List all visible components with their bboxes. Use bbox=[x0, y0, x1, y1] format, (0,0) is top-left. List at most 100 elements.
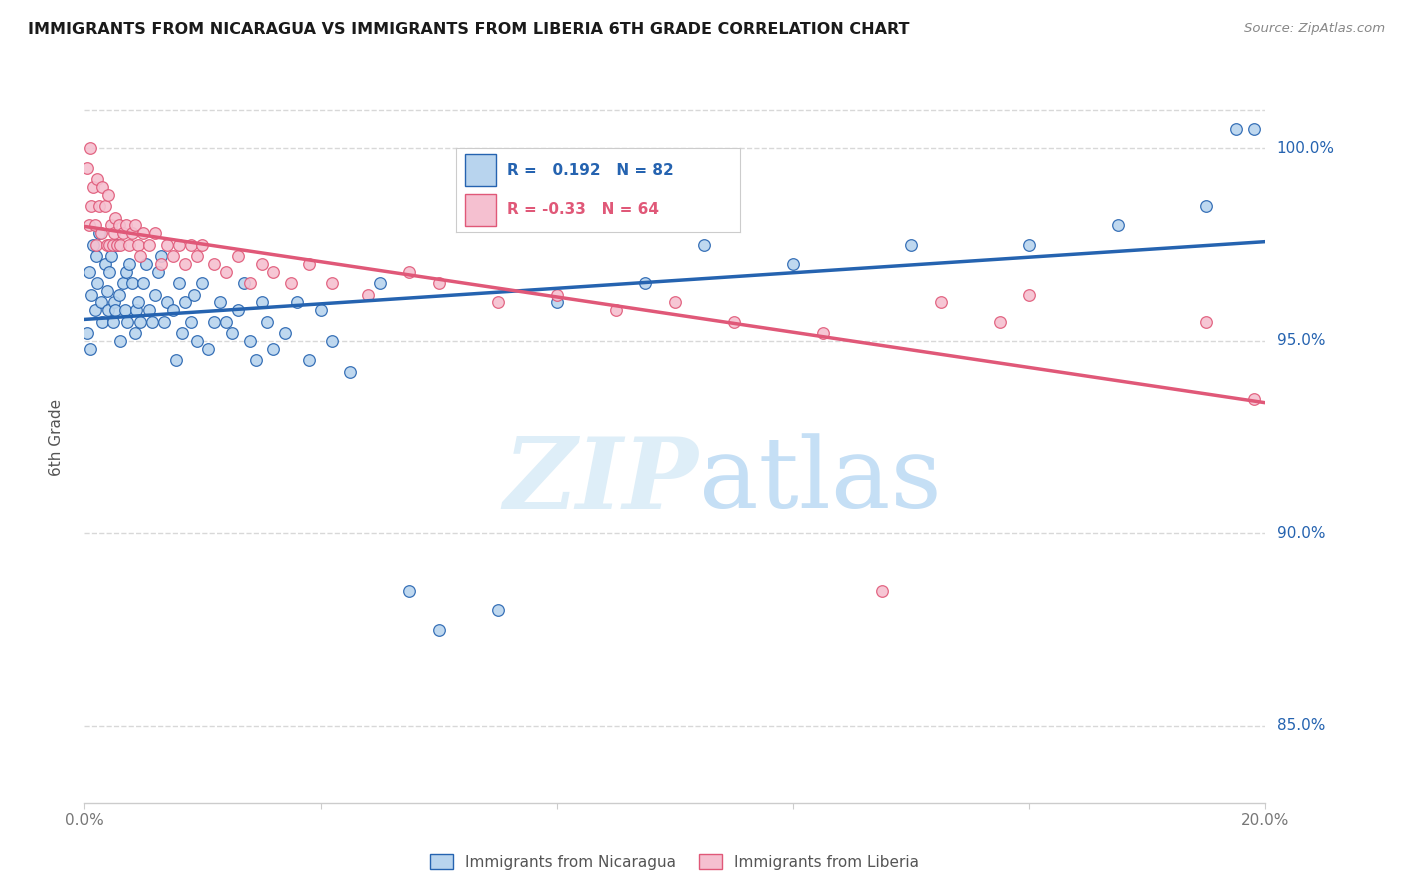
Point bbox=[115, 315, 138, 329]
Point bbox=[197, 342, 219, 356]
Point bbox=[107, 287, 129, 301]
Text: atlas: atlas bbox=[699, 434, 941, 529]
Point bbox=[98, 264, 121, 278]
Point bbox=[167, 237, 190, 252]
Point bbox=[250, 295, 273, 310]
Point bbox=[1195, 315, 1218, 329]
Point bbox=[86, 172, 108, 186]
Point bbox=[105, 237, 128, 252]
Point bbox=[96, 284, 118, 298]
Point bbox=[221, 326, 243, 340]
Point bbox=[127, 237, 149, 252]
Point bbox=[280, 276, 302, 290]
Point bbox=[183, 287, 205, 301]
Point bbox=[239, 334, 262, 348]
Point bbox=[274, 326, 297, 340]
Point bbox=[94, 199, 117, 213]
Point bbox=[150, 249, 173, 263]
Point bbox=[143, 226, 166, 240]
Point bbox=[84, 219, 107, 233]
Point bbox=[121, 226, 143, 240]
Point bbox=[1195, 199, 1218, 213]
Point bbox=[321, 334, 343, 348]
Point bbox=[173, 295, 195, 310]
Point bbox=[101, 237, 124, 252]
Point bbox=[368, 276, 391, 290]
Point bbox=[605, 303, 627, 318]
Point bbox=[121, 276, 143, 290]
Point bbox=[100, 219, 122, 233]
Point bbox=[209, 295, 232, 310]
Point bbox=[664, 295, 686, 310]
Point bbox=[79, 141, 101, 155]
Point bbox=[125, 303, 148, 318]
Point bbox=[143, 287, 166, 301]
Point bbox=[87, 226, 111, 240]
Point bbox=[546, 295, 568, 310]
Point bbox=[87, 199, 111, 213]
Point bbox=[124, 326, 146, 340]
Point bbox=[191, 276, 214, 290]
Point bbox=[124, 219, 146, 233]
Point bbox=[114, 303, 136, 318]
Point bbox=[97, 303, 120, 318]
Text: ZIP: ZIP bbox=[503, 433, 699, 529]
Point bbox=[165, 353, 187, 368]
Point bbox=[239, 276, 262, 290]
Point bbox=[427, 623, 450, 637]
Point bbox=[1225, 122, 1247, 136]
Text: IMMIGRANTS FROM NICARAGUA VS IMMIGRANTS FROM LIBERIA 6TH GRADE CORRELATION CHART: IMMIGRANTS FROM NICARAGUA VS IMMIGRANTS … bbox=[28, 22, 910, 37]
Point bbox=[98, 237, 121, 252]
Point bbox=[167, 276, 190, 290]
Point bbox=[546, 287, 568, 301]
Point bbox=[79, 342, 101, 356]
Point bbox=[180, 237, 202, 252]
Legend: Immigrants from Nicaragua, Immigrants from Liberia: Immigrants from Nicaragua, Immigrants fr… bbox=[425, 847, 925, 876]
Point bbox=[94, 257, 117, 271]
Point bbox=[90, 226, 112, 240]
Point bbox=[634, 276, 657, 290]
Point bbox=[86, 276, 108, 290]
Point bbox=[100, 249, 122, 263]
Point bbox=[129, 249, 152, 263]
Point bbox=[298, 353, 321, 368]
Point bbox=[103, 226, 125, 240]
Point bbox=[186, 249, 208, 263]
Point bbox=[202, 315, 225, 329]
Point bbox=[77, 219, 100, 233]
Point bbox=[80, 199, 103, 213]
Point bbox=[90, 295, 112, 310]
Point bbox=[118, 257, 141, 271]
Text: 85.0%: 85.0% bbox=[1277, 718, 1324, 733]
Point bbox=[226, 249, 249, 263]
Point bbox=[262, 264, 284, 278]
Text: 100.0%: 100.0% bbox=[1277, 141, 1334, 156]
Point bbox=[215, 315, 238, 329]
Point bbox=[105, 237, 128, 252]
Point bbox=[91, 315, 114, 329]
Point bbox=[486, 295, 509, 310]
Point bbox=[226, 303, 249, 318]
Point bbox=[693, 237, 716, 252]
Point bbox=[84, 237, 107, 252]
Point bbox=[1018, 237, 1040, 252]
Point bbox=[870, 584, 893, 599]
Point bbox=[900, 237, 922, 252]
Point bbox=[486, 603, 509, 617]
Point bbox=[91, 179, 114, 194]
Point bbox=[97, 187, 120, 202]
Point bbox=[132, 276, 155, 290]
Point bbox=[111, 276, 134, 290]
Point bbox=[232, 276, 254, 290]
Point bbox=[104, 303, 127, 318]
Point bbox=[782, 257, 804, 271]
Point bbox=[398, 264, 420, 278]
Point bbox=[76, 161, 98, 175]
Point bbox=[80, 287, 103, 301]
Point bbox=[988, 315, 1011, 329]
Point bbox=[929, 295, 952, 310]
Point bbox=[108, 237, 131, 252]
Point bbox=[339, 365, 361, 379]
Point bbox=[173, 257, 195, 271]
Text: 90.0%: 90.0% bbox=[1277, 525, 1324, 541]
